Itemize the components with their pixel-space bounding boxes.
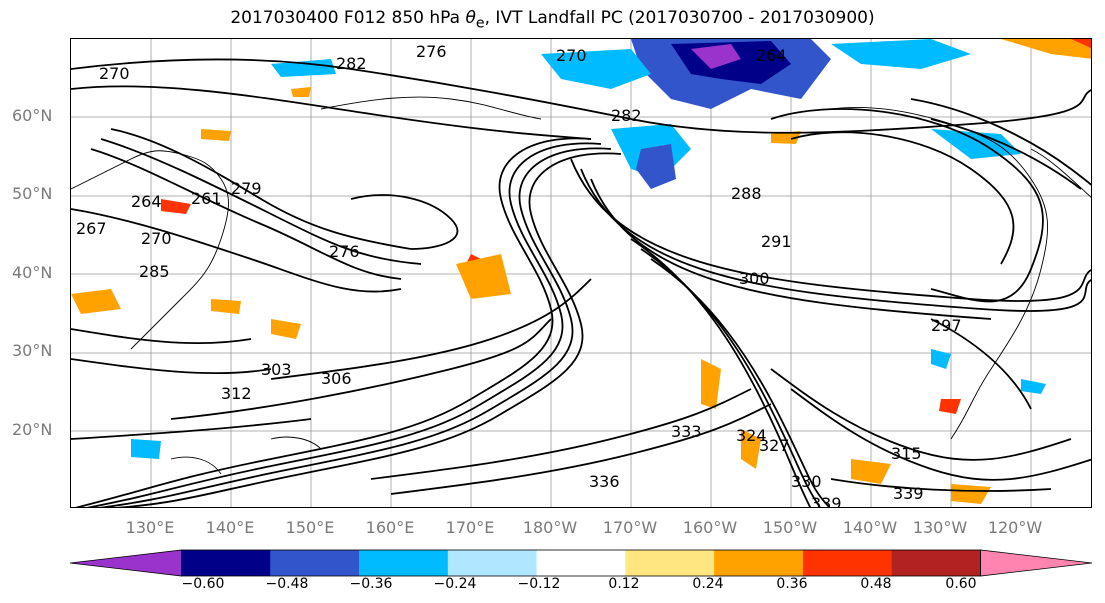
lat-label: 40°N <box>12 263 53 282</box>
contour-label: 276 <box>416 42 447 61</box>
colorbar-segment <box>891 550 982 576</box>
lon-label: 170°W <box>602 518 658 537</box>
colorbar-extend-low <box>69 549 182 577</box>
contour-label: 303 <box>261 360 292 379</box>
contour-label: 312 <box>221 384 252 403</box>
colorbar-segment <box>714 550 804 576</box>
colorbar-segment <box>802 550 893 576</box>
contour-label: 264 <box>131 192 162 211</box>
contour-label: 297 <box>931 316 962 335</box>
colorbar-segment <box>359 550 449 576</box>
colorbar-segment <box>447 550 538 576</box>
contour-label: 324 <box>736 426 767 445</box>
contour-label: 261 <box>191 189 222 208</box>
contour-label: 315 <box>891 444 922 463</box>
contour-label: 336 <box>589 472 620 491</box>
title-rest: , IVT Landfall PC (2017030700 - 20170309… <box>484 8 875 28</box>
contour-label: 282 <box>611 106 642 125</box>
colorbar-tick: 0.60 <box>945 576 977 592</box>
contour-label: 270 <box>141 229 172 248</box>
lon-label: 160°E <box>365 518 415 537</box>
colorbar-tick: 0.36 <box>776 576 808 592</box>
colorbar-extend-high <box>980 549 1093 577</box>
shading-patches <box>71 39 1091 504</box>
contour-label: 267 <box>76 219 107 238</box>
lat-label: 50°N <box>12 184 53 203</box>
colorbar-tick: −0.48 <box>265 576 309 592</box>
lon-label: 150°W <box>762 518 818 537</box>
colorbar-outline <box>181 549 981 577</box>
contour-label: 291 <box>761 232 792 251</box>
lat-label: 20°N <box>12 420 53 439</box>
colorbar-tick: 0.24 <box>692 576 724 592</box>
contour-label: 270 <box>99 64 130 83</box>
lon-label: 130°W <box>912 518 968 537</box>
lat-label: 60°N <box>12 106 53 125</box>
title-symbol: θ <box>465 8 476 28</box>
title-main: 2017030400 F012 850 hPa <box>230 8 466 28</box>
colorbar-segment <box>181 550 271 576</box>
contour-label: 282 <box>336 54 367 73</box>
contour-label: 270 <box>556 46 587 65</box>
colorbar <box>69 549 1093 577</box>
lon-label: 140°W <box>842 518 898 537</box>
lon-label: 150°E <box>285 518 335 537</box>
colorbar-segment <box>270 550 360 576</box>
contour-label: 264 <box>756 46 787 65</box>
contour-label: 288 <box>731 184 762 203</box>
colorbar-segment <box>536 550 626 576</box>
contour-label: 339 <box>811 494 842 508</box>
lon-label: 160°W <box>682 518 738 537</box>
lon-label: 180°W <box>522 518 578 537</box>
lon-label: 120°W <box>987 518 1043 537</box>
map-canvas: 270 276 282 270 264 261 264 282 288 291 … <box>71 39 1091 508</box>
colorbar-tick: −0.60 <box>181 576 225 592</box>
colorbar-tick: 0.12 <box>608 576 640 592</box>
contour-label: 276 <box>329 242 360 261</box>
contour-label: 300 <box>739 269 770 288</box>
colorbar-tick: −0.24 <box>433 576 477 592</box>
contour-label: 306 <box>321 369 352 388</box>
map-panel: 270 276 282 270 264 261 264 282 288 291 … <box>70 38 1092 508</box>
contour-label: 285 <box>139 262 170 281</box>
contour-lines <box>71 58 1091 507</box>
lat-label: 30°N <box>12 341 53 360</box>
contour-label: 330 <box>791 472 822 491</box>
contour-label: 279 <box>231 179 262 198</box>
lon-label: 170°E <box>445 518 495 537</box>
coastlines <box>71 96 1091 475</box>
colorbar-segment <box>625 550 715 576</box>
colorbar-tick: 0.48 <box>860 576 892 592</box>
contour-label: 327 <box>759 436 790 455</box>
contour-label: 333 <box>671 422 702 441</box>
lon-label: 140°E <box>205 518 255 537</box>
colorbar-tick: −0.36 <box>349 576 393 592</box>
colorbar-tick: −0.12 <box>517 576 561 592</box>
title-subscript: e <box>475 15 485 32</box>
contour-label-group: 270 276 282 270 264 261 264 282 288 291 … <box>76 42 962 508</box>
contour-label: 339 <box>893 484 924 503</box>
map-title: 2017030400 F012 850 hPa θe, IVT Landfall… <box>0 8 1105 31</box>
lon-label: 130°E <box>125 518 175 537</box>
